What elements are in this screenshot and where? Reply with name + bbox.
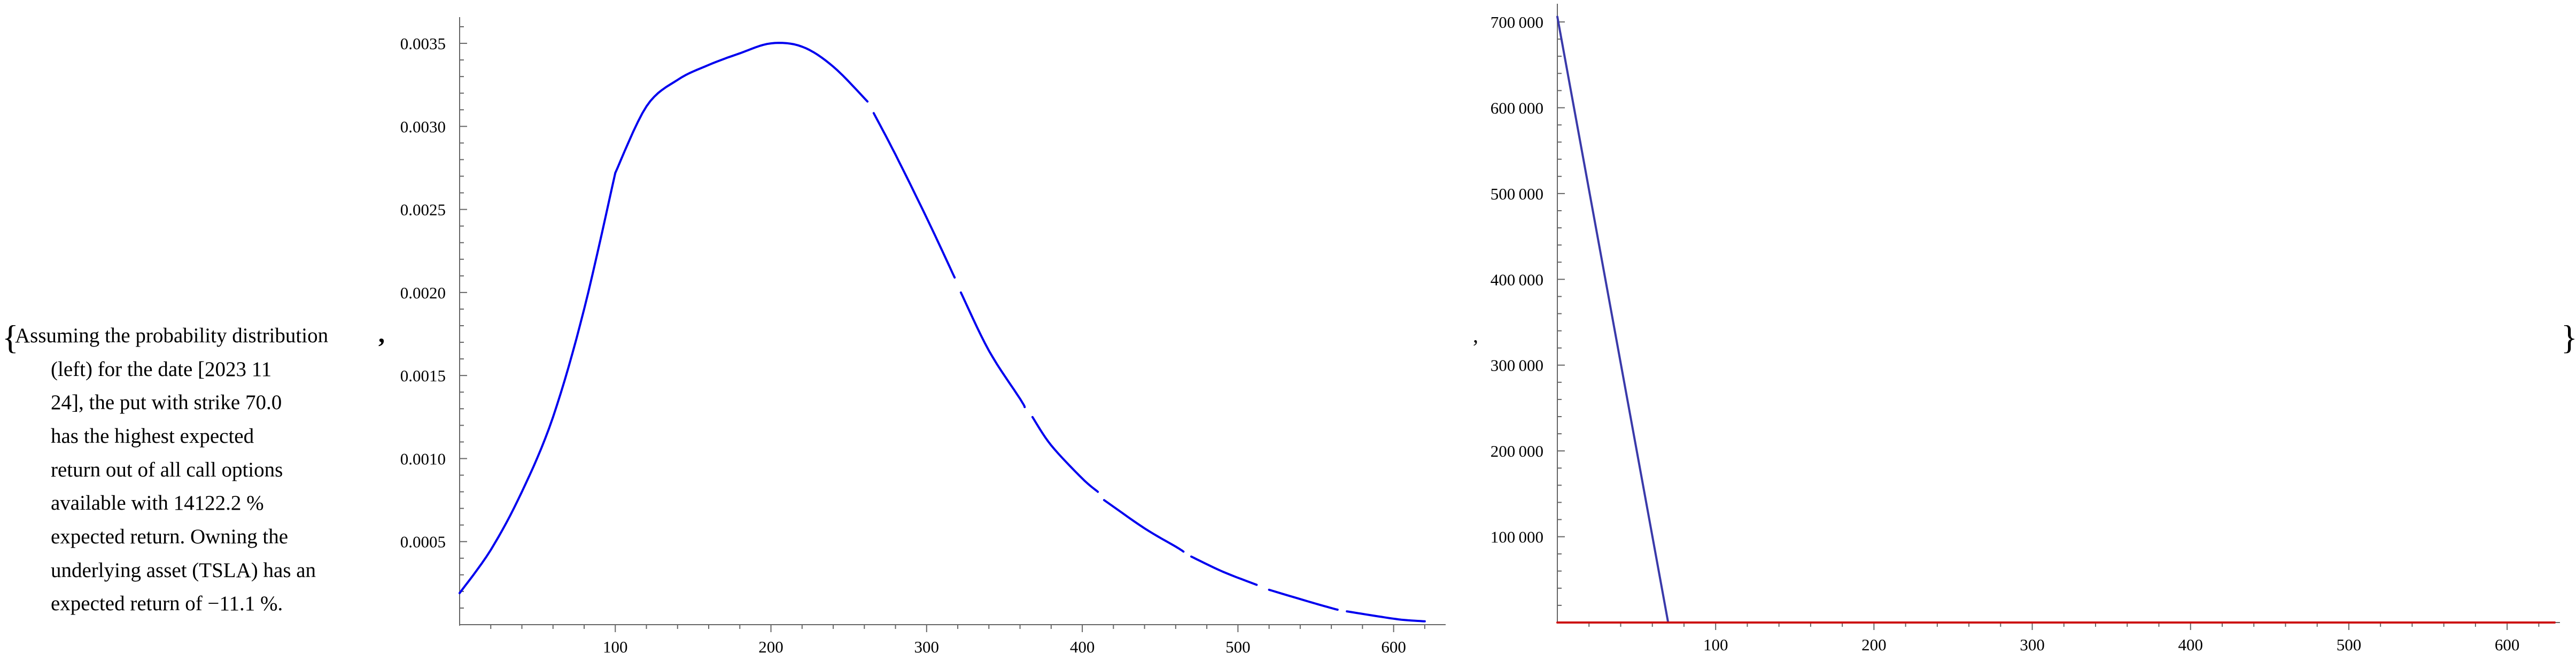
- x-tick-label: 200: [758, 637, 783, 653]
- series-line-0-segment-3: [959, 291, 1026, 409]
- y-tick-label: 0.0015: [400, 366, 446, 385]
- y-tick-label: 400 000: [1491, 270, 1543, 289]
- series-line-0-segment-0: [459, 172, 617, 594]
- x-tick-label: 500: [2337, 635, 2362, 653]
- y-tick-label: 0.0025: [400, 201, 446, 219]
- description-line: expected return of −11.1 %.: [51, 592, 283, 615]
- y-tick-label: 600 000: [1491, 98, 1543, 117]
- x-tick-label: 400: [2178, 635, 2203, 653]
- x-tick-label: 500: [1225, 637, 1251, 653]
- option-return-chart: 100 200 300 400 500 600 100 000 200 000 300 000 4…: [1491, 4, 2560, 653]
- series-line-0-segment-7: [1268, 588, 1339, 611]
- x-tick-label: 400: [1070, 637, 1095, 653]
- description-line: (left) for the date [2023 11: [51, 358, 271, 381]
- x-tick-label: 300: [2020, 635, 2045, 653]
- series-line-0-segment-1: [614, 42, 869, 174]
- description-line: return out of all call options: [51, 458, 283, 481]
- y-tick-label: 300 000: [1491, 356, 1543, 375]
- y-tick-label: 200 000: [1491, 442, 1543, 460]
- y-tick-label: 0.0005: [400, 533, 446, 551]
- y-tick-label: 100 000: [1491, 528, 1543, 547]
- description-line: available with 14122.2 %: [51, 491, 264, 514]
- x-tick-label: 600: [1381, 637, 1406, 653]
- y-tick-label: 700 000: [1491, 13, 1543, 32]
- description-text: Assuming the probability distribution (l…: [15, 324, 328, 615]
- x-tick-label: 200: [1861, 635, 1887, 653]
- x-tick-label: 300: [914, 637, 940, 653]
- description-line: Assuming the probability distribution: [15, 324, 328, 347]
- description-line: expected return. Owning the: [51, 525, 288, 548]
- list-separator: ,: [378, 320, 385, 348]
- series-line-0-segment-4: [1031, 416, 1099, 493]
- series-line-0-segment-8: [1346, 610, 1426, 623]
- series-line-0-segment-2: [872, 112, 956, 279]
- series-line-0: [1556, 16, 2556, 624]
- x-tick-label: 100: [1703, 635, 1728, 653]
- series-line-0-segment-6: [1190, 555, 1258, 586]
- open-brace: {: [2, 318, 19, 356]
- list-separator: ,: [1473, 323, 1478, 347]
- close-brace: }: [2561, 318, 2576, 356]
- x-tick-label: 600: [2495, 635, 2520, 653]
- description-line: has the highest expected: [51, 425, 254, 448]
- x-tick-label: 100: [603, 637, 628, 653]
- probability-distribution-chart: 100 200 300 400 500 600 0.0005 0.0010 0.0015 0.00…: [400, 17, 1446, 653]
- y-tick-label: 0.0035: [400, 34, 446, 53]
- y-tick-label: 500 000: [1491, 185, 1543, 203]
- y-tick-label: 0.0030: [400, 117, 446, 136]
- description-line: underlying asset (TSLA) has an: [51, 559, 316, 582]
- y-tick-label: 0.0010: [400, 449, 446, 468]
- y-tick-label: 0.0020: [400, 283, 446, 302]
- description-line: 24], the put with strike 70.0: [51, 391, 282, 414]
- series-line-0-segment-5: [1103, 499, 1185, 553]
